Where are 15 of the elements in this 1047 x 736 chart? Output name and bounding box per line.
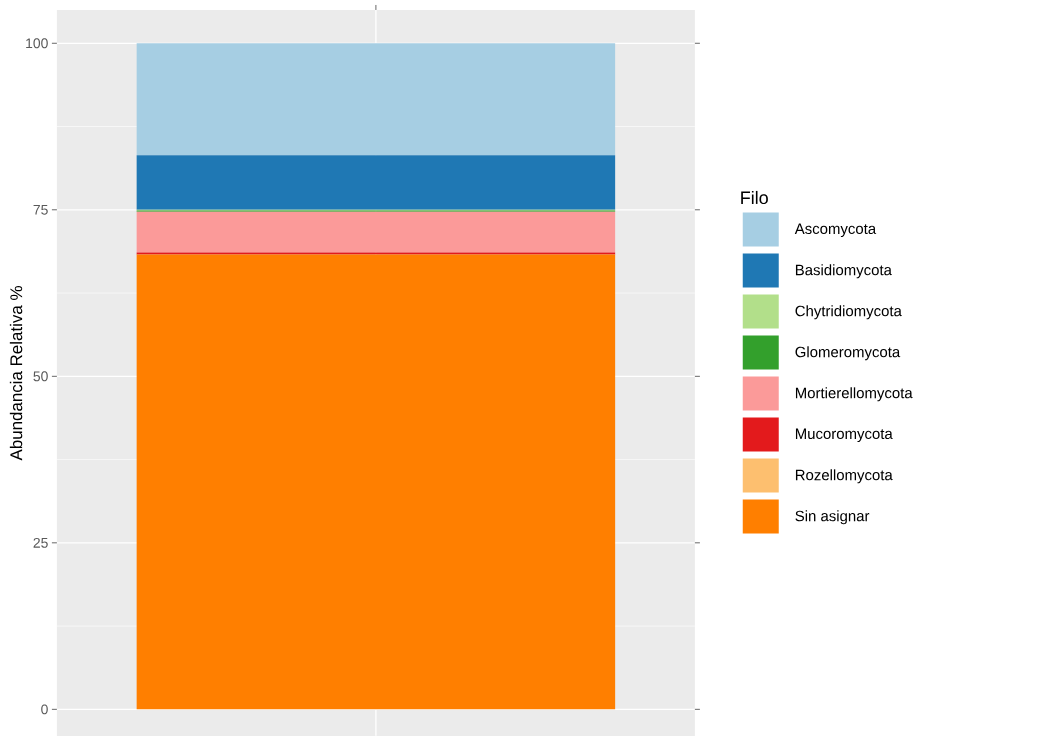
legend-label: Chytridiomycota — [795, 305, 902, 320]
legend-label: Mortierellomycota — [795, 387, 913, 402]
y-tick-label: 0 — [41, 704, 48, 715]
legend-label: Sin asignar — [795, 510, 870, 525]
y-tick-label: 75 — [33, 204, 48, 215]
legend-label: Glomeromycota — [795, 346, 901, 361]
y-axis-title: Abundancia Relativa % — [9, 286, 23, 461]
legend-label: Mucoromycota — [795, 428, 893, 442]
y-tick-label: 100 — [26, 38, 48, 49]
y-tick-label: 25 — [33, 537, 48, 548]
legend-label: Rozellomycota — [795, 469, 893, 484]
legend-title: Filo — [741, 190, 768, 205]
y-tick-label: 50 — [33, 371, 48, 382]
legend-label: Basidiomycota — [795, 264, 892, 279]
legend-label: Ascomycota — [794, 223, 877, 237]
